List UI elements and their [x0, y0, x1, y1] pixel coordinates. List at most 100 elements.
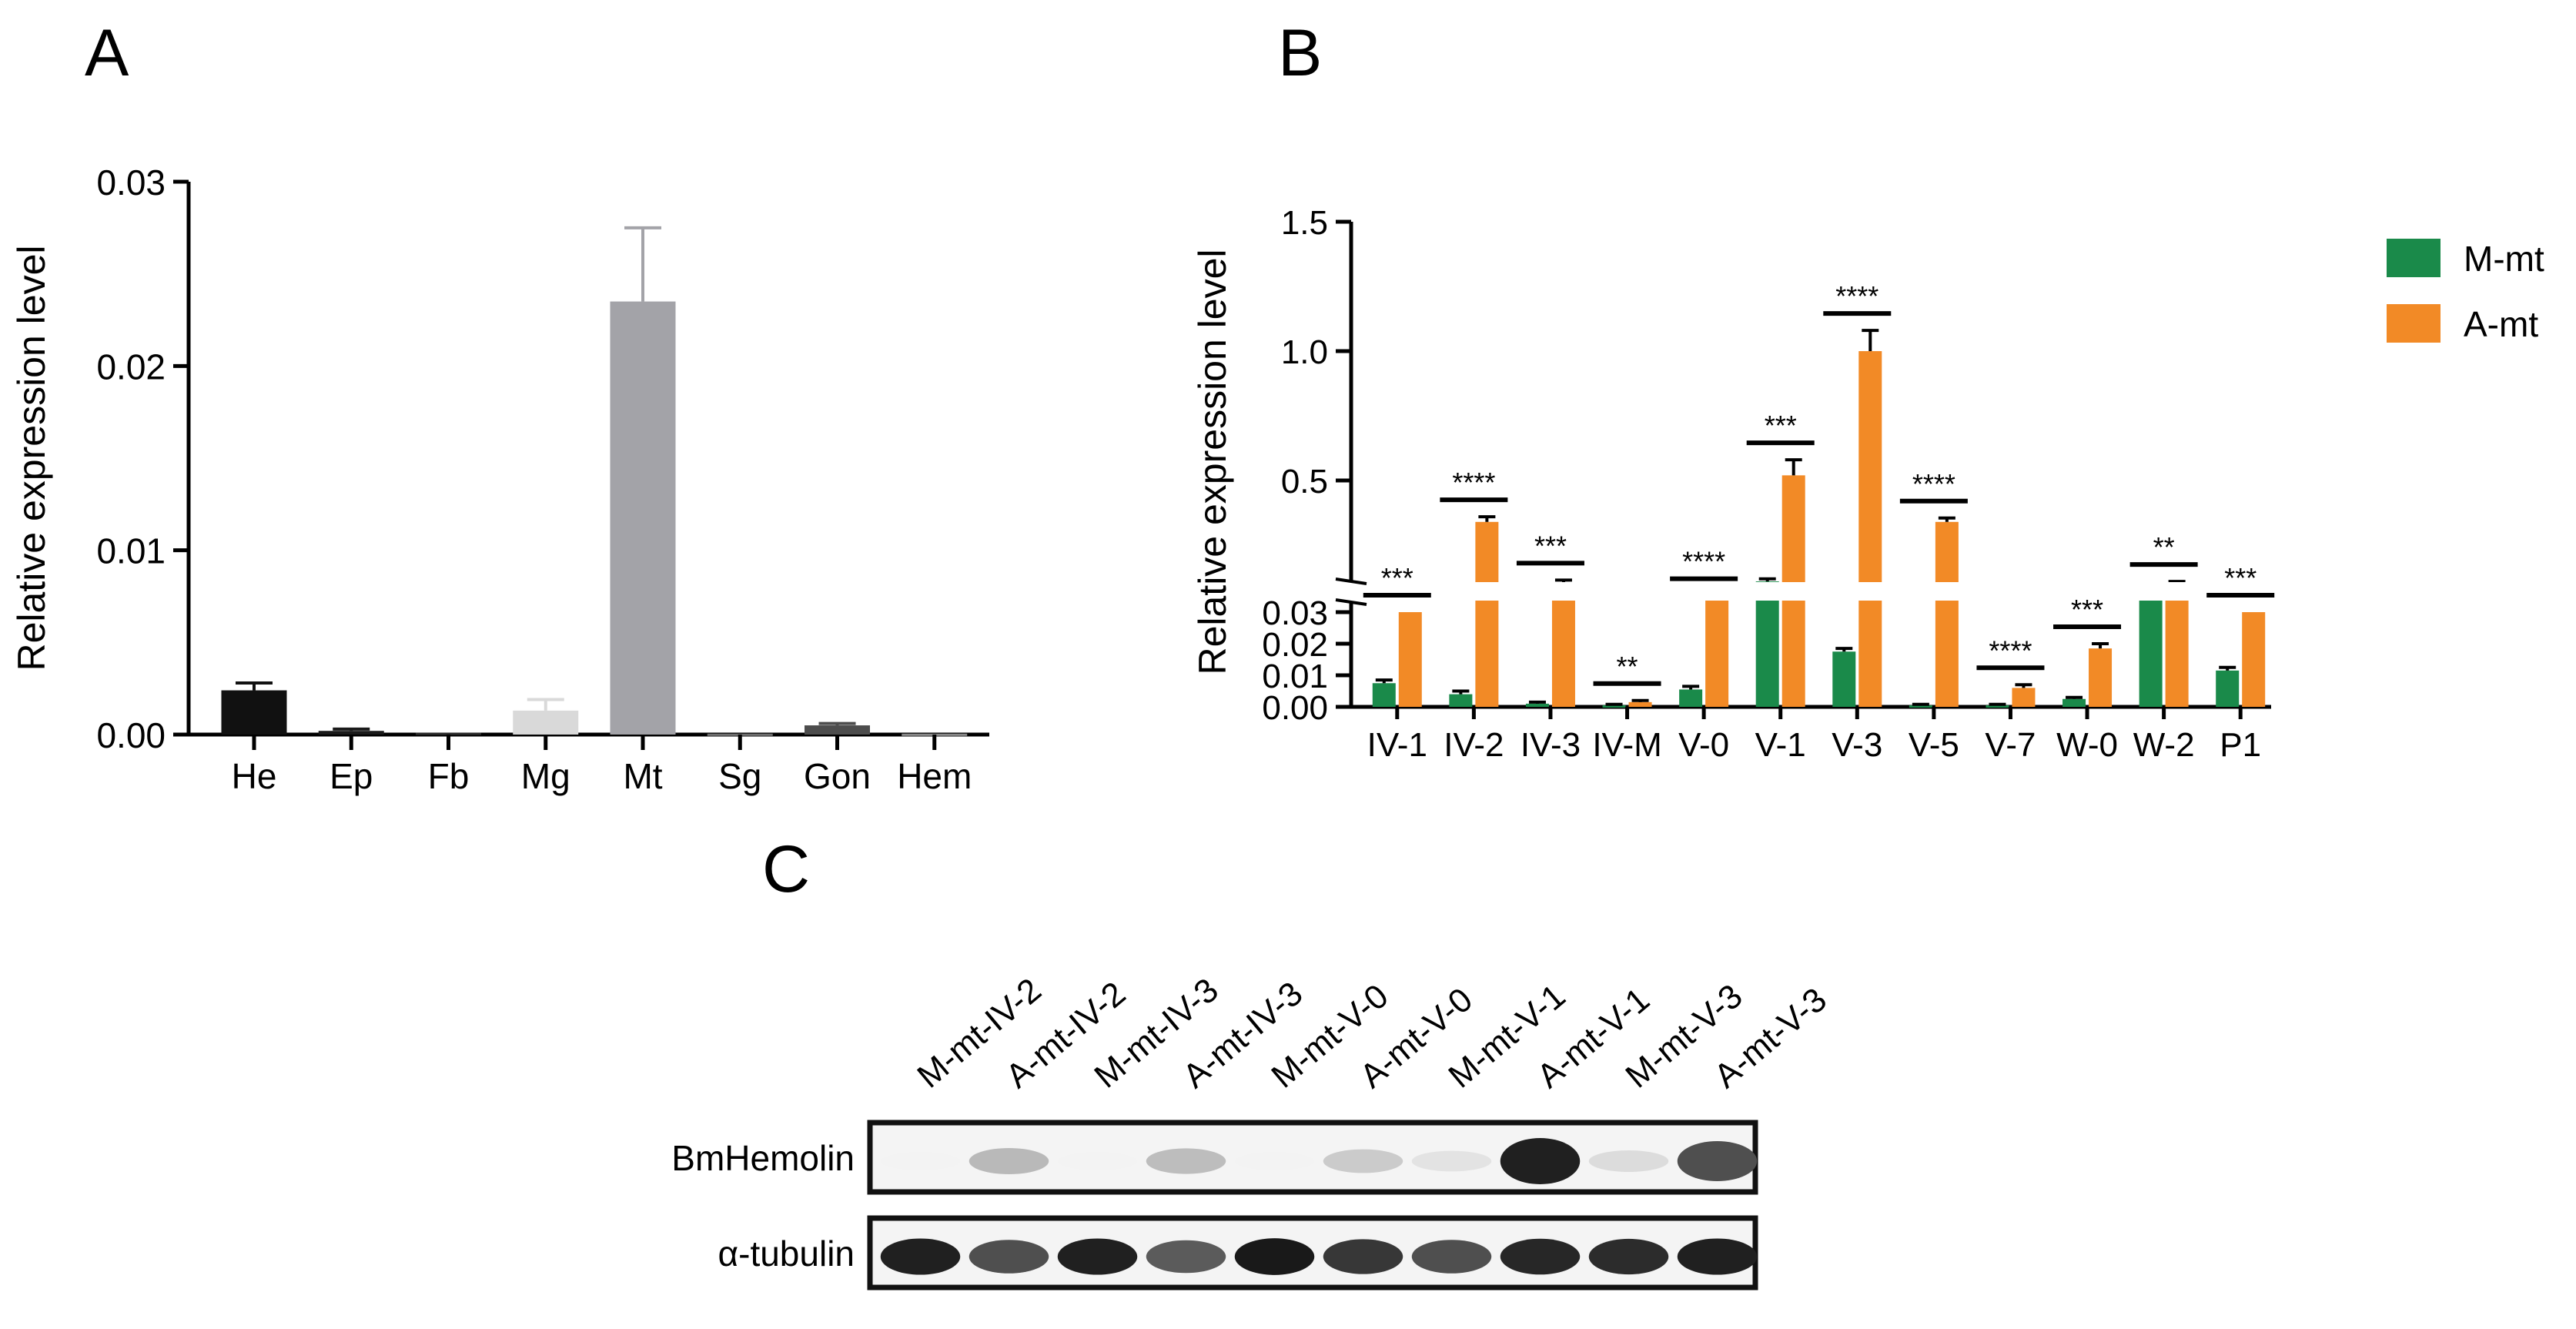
- lane-labels: M-mt-IV-2A-mt-IV-2M-mt-IV-3A-mt-IV-3M-mt…: [910, 971, 1833, 1096]
- x-tick-label: IV-1: [1367, 726, 1427, 764]
- panel-letter-a: A: [85, 16, 129, 90]
- bar: [1679, 689, 1703, 707]
- bar: [1705, 597, 1729, 707]
- x-tick-label: P1: [2220, 726, 2261, 764]
- western-blot: M-mt-IV-2A-mt-IV-2M-mt-IV-3A-mt-IV-3M-mt…: [671, 971, 1834, 1291]
- bar: [221, 690, 287, 735]
- significance-label: **: [1617, 651, 1638, 682]
- blot-band: [1323, 1149, 1403, 1173]
- blot-band: [1057, 1152, 1138, 1170]
- bar: [2242, 612, 2266, 707]
- y-tick-label: 0.00: [1262, 689, 1328, 727]
- blot-rows: BmHemolin α-tubulin: [671, 1120, 1758, 1291]
- y-ticks: 0.00 0.01 0.02 0.03: [96, 162, 189, 755]
- bar: [2012, 688, 2036, 707]
- x-tick-label: He: [232, 756, 277, 796]
- bar: [1909, 705, 1932, 708]
- significance-label: ****: [1912, 468, 1955, 500]
- significance-label: ****: [1989, 634, 2032, 666]
- blot-band: [1500, 1138, 1581, 1184]
- y-axis-label: Relative expression level: [1191, 249, 1234, 675]
- x-tick-label: IV-2: [1444, 726, 1504, 764]
- blot-band: [1146, 1148, 1226, 1174]
- x-tick-label: Sg: [718, 756, 761, 796]
- blot-band: [1146, 1240, 1226, 1274]
- x-tick-label: Ep: [330, 756, 373, 796]
- axis-break-gap: [1984, 582, 2040, 601]
- significance-label: ****: [1452, 467, 1495, 498]
- legend-label: A-mt: [2464, 304, 2538, 344]
- bar: [1551, 584, 1575, 707]
- bar: [318, 731, 384, 735]
- y-tick-label: 0.00: [96, 715, 166, 755]
- blot-band: [1411, 1240, 1492, 1274]
- axis-break-mark: [1335, 577, 1367, 585]
- significance-label: ****: [1835, 280, 1878, 312]
- y-tick-label: 0.01: [1262, 658, 1328, 695]
- y-ticks: 0.000.010.020.03 0.5 1.0 1.5: [1262, 204, 1351, 727]
- significance-label: **: [2153, 531, 2175, 563]
- x-tick-label: V-7: [1985, 726, 2036, 764]
- axis-break-gap: [1524, 582, 1580, 601]
- axis-break-gap: [2137, 582, 2193, 601]
- blot-band: [969, 1240, 1049, 1274]
- blot-band: [1234, 1152, 1315, 1170]
- x-tick-labels: IV-1 IV-2 IV-3 IV-M V-0 V-1 V-3 V-5 V-7 W-0 W-2 P1: [1367, 707, 2261, 764]
- bar: [805, 725, 870, 735]
- x-tick-label: Fb: [428, 756, 470, 796]
- bar: [2165, 584, 2189, 707]
- blot-band: [880, 1238, 961, 1275]
- axis-break-gap: [1601, 582, 1657, 601]
- y-axis-label: Relative expression level: [10, 245, 53, 671]
- blot-band: [1588, 1150, 1669, 1172]
- significance-label: ****: [1682, 546, 1725, 577]
- legend-swatch: [2387, 304, 2441, 343]
- bars: [1370, 329, 2270, 708]
- chart-b: Relative expression level 0.000.010.020.…: [1191, 204, 2544, 764]
- blot-row-label: BmHemolin: [671, 1138, 855, 1178]
- x-tick-label: Mt: [623, 756, 662, 796]
- bar: [2089, 648, 2113, 707]
- bar: [513, 710, 579, 735]
- bar: [416, 732, 481, 735]
- bar: [1858, 351, 1882, 707]
- x-tick-label: IV-M: [1592, 726, 1661, 764]
- axis-break-gap: [1831, 582, 1887, 601]
- bar: [2216, 670, 2240, 707]
- x-tick-label: W-2: [2133, 726, 2195, 764]
- bar: [1986, 705, 2009, 708]
- axis-break-mark: [1335, 598, 1367, 606]
- bar: [2139, 597, 2163, 707]
- bar: [610, 301, 676, 735]
- blot-band: [1411, 1150, 1492, 1172]
- blot-band: [1677, 1141, 1758, 1181]
- blot-band: [880, 1152, 961, 1170]
- bar: [1628, 701, 1652, 707]
- chart-a: Relative expression level 0.000.010.020.…: [10, 162, 989, 796]
- y-tick-label: 0.01: [96, 531, 166, 571]
- bar: [1398, 612, 1422, 707]
- y-tick-label: 0.03: [96, 162, 166, 203]
- bar: [1832, 651, 1856, 707]
- bar: [2062, 698, 2086, 707]
- x-tick-label: V-3: [1832, 726, 1882, 764]
- bar: [1755, 581, 1779, 707]
- x-tick-label: Hem: [897, 756, 972, 796]
- bar: [1602, 705, 1626, 708]
- x-tick-label: Gon: [804, 756, 871, 796]
- y-tick-label: 0.02: [1262, 626, 1328, 664]
- significance-label: ***: [1534, 530, 1567, 561]
- x-tick-label: W-0: [2056, 726, 2118, 764]
- x-tick-label: V-5: [1909, 726, 1959, 764]
- bar: [1475, 521, 1499, 707]
- blot-band: [1677, 1238, 1758, 1275]
- bar: [1525, 703, 1549, 707]
- x-tick-labels: He Ep Fb Mg Mt Sg Gon Hem: [232, 735, 972, 796]
- blot-band: [1057, 1238, 1138, 1275]
- blot-band: [1588, 1238, 1669, 1275]
- y-tick-label: 1.0: [1281, 333, 1328, 371]
- legend: M-mt A-mt: [2387, 239, 2544, 344]
- panel-letter-c: C: [762, 832, 811, 906]
- axis-break-gap: [1907, 582, 1963, 601]
